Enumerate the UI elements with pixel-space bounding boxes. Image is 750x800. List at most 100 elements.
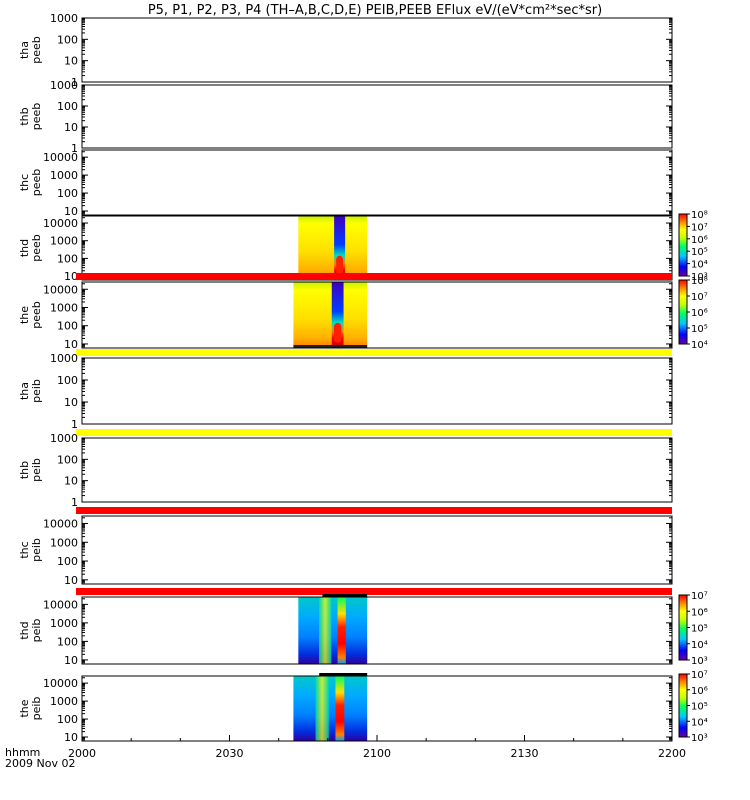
panel-7-status-bar [76,429,672,436]
panel-8-ytick-label: 10000 [43,517,78,530]
panel-3-ytick-label: 10 [64,205,78,218]
panel-5-colorbar-label: 10⁷ [691,292,708,303]
panel-10-colorbar-label: 10⁶ [691,686,708,697]
x-tick-label: 2030 [216,747,244,760]
panel-10-colorbar-label: 10⁷ [691,670,708,681]
panel-5-low-energy-cutoff [293,345,368,348]
panel-4-frame [81,215,673,281]
panel-8-ytick-label: 100 [57,555,78,568]
panel-2-frame [81,84,673,149]
panel-9-ylabel-probe: thd [18,621,31,639]
panel-1-ylabel-product: peeb [30,36,43,64]
panel-10-colorbar-label: 10⁴ [691,717,708,728]
panel-4-colorbar [678,213,688,277]
panel-9-ytick-label: 100 [57,635,78,648]
panel-3-ylabel-probe: thc [18,174,31,191]
panel-5-colorbar-label: 10⁵ [691,324,708,335]
panel-4-spectrogram-core [334,216,346,280]
panel-10-spectrogram-core [335,676,345,741]
panel-4-colorbar-label: 10⁴ [691,260,708,271]
panel-1-ytick-label: 1 [71,76,78,89]
panel-9-top-marker [322,594,368,597]
panel-5-ytick-label: 100 [57,320,78,333]
panel-10-spectrogram-side [315,676,329,741]
panel-3-ytick-label: 100 [57,187,78,200]
panel-10-top-marker [319,673,368,676]
panel-2-ytick-label: 10 [64,121,78,134]
x-tick-label: 2130 [511,747,539,760]
x-tick-label: 2000 [68,747,96,760]
panel-4-spectrogram-band [298,216,368,280]
panel-1-ytick-label: 100 [57,33,78,46]
panel-6-ylabel-probe: tha [18,382,31,400]
panel-9-spectrogram-core [337,597,346,664]
panel-4-ytick-label: 1000 [50,235,78,248]
panel-4-ytick-label: 100 [57,252,78,265]
panel-10-colorbar-label: 10⁵ [691,702,708,713]
panel-5-colorbar [678,279,688,345]
panel-3-frame [81,149,673,216]
panel-5-colorbar-label: 10⁸ [691,276,708,287]
panel-4-colorbar-label: 10⁷ [691,222,708,233]
panel-3-ylabel-product: peeb [30,169,43,197]
panel-4-spectrogram-peak [336,255,344,275]
panel-2-ytick-label: 100 [57,100,78,113]
panel-10-ytick-label: 10000 [43,677,78,690]
panel-4-colorbar-label: 10⁶ [691,235,708,246]
panel-5-status-bar [76,273,672,280]
panel-1-ytick-label: 1000 [50,12,78,25]
panel-10-ytick-label: 10 [64,731,78,744]
panel-2-ytick-label: 1 [71,142,78,155]
panel-9-colorbar-label: 10⁴ [691,640,708,651]
x-axis-label: hhmm [5,746,41,759]
panel-8-ylabel-probe: thc [18,541,31,558]
panel-9-colorbar-label: 10³ [691,656,708,667]
panel-10-frame [81,675,673,742]
panel-3-ytick-label: 10000 [43,151,78,164]
panel-9-colorbar-label: 10⁶ [691,607,708,618]
panel-1-frame [81,17,673,83]
x-axis-date: 2009 Nov 02 [5,757,76,770]
panel-2-ylabel-probe: thb [18,107,31,125]
panel-8-ylabel-product: peib [30,538,43,562]
panel-9-spectrogram-band [298,597,368,664]
panel-6-ytick-label: 10 [64,396,78,409]
panel-9-ytick-label: 10000 [43,598,78,611]
panel-6-ytick-label: 100 [57,374,78,387]
panel-7-ylabel-product: peib [30,458,43,482]
panel-8-status-bar [76,507,672,514]
panel-9-ytick-label: 1000 [50,617,78,630]
panel-7-ytick-label: 1000 [50,432,78,445]
panel-4-ytick-label: 10 [64,270,78,283]
panel-9-status-bar [76,588,672,595]
panel-6-ytick-label: 1 [71,418,78,431]
panel-4-colorbar-label: 10⁸ [691,210,708,221]
panel-8-frame [81,515,673,585]
panel-10-colorbar [678,673,688,738]
panel-9-ylabel-product: peib [30,619,43,643]
panel-5-colorbar-label: 10⁴ [691,340,708,351]
panel-5-ytick-label: 10 [64,338,78,351]
panel-9-spectrogram-side [318,597,332,664]
panel-3-ytick-label: 1000 [50,169,78,182]
panel-9-colorbar-label: 10⁷ [691,591,708,602]
panel-7-ytick-label: 1 [71,496,78,509]
panel-10-ytick-label: 1000 [50,695,78,708]
panel-4-ylabel-product: peeb [30,234,43,262]
panel-9-colorbar [678,594,688,661]
panel-10-ylabel-probe: the [18,699,31,717]
panel-5-ytick-label: 10000 [43,283,78,296]
panel-5-spectrogram-core [331,282,344,348]
panel-1-ylabel-probe: tha [18,41,31,59]
panel-7-ylabel-probe: thb [18,461,31,479]
x-tick-label: 2100 [363,747,391,760]
chart-title: P5, P1, P2, P3, P4 (TH–A,B,C,D,E) PEIB,P… [147,3,603,18]
panel-9-colorbar-label: 10⁵ [691,624,708,635]
panel-8-ytick-label: 10 [64,574,78,587]
panel-5-spectrogram-band [293,282,368,348]
panel-4-colorbar-label: 10⁵ [691,247,708,258]
panel-2-ylabel-product: peeb [30,103,43,131]
panel-5-frame [81,281,673,349]
